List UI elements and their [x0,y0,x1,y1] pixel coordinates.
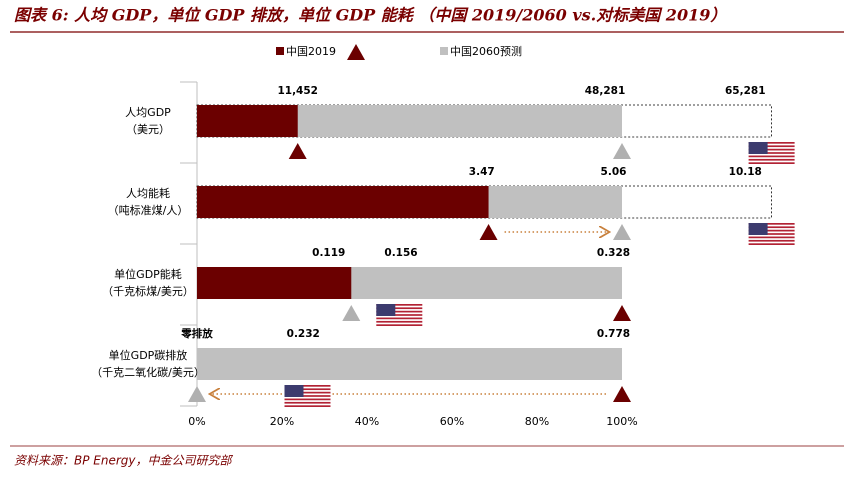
triangle-marker [613,224,631,240]
flag-stripe [748,233,795,235]
triangle-marker [613,143,631,159]
flag-stripe [376,317,423,320]
flag-stripe [376,314,423,316]
bar [197,267,352,299]
value-label: 11,452 [277,85,318,97]
x-tick-label: 80% [525,415,549,428]
flag-stripe [376,324,423,326]
flag-stripe [376,304,423,306]
flag-stripe [748,162,795,164]
flag-stripe [284,391,331,394]
category-label: （千克标煤/美元） [102,284,194,298]
triangle-marker [613,386,631,402]
x-tick-label: 40% [355,415,379,428]
category-label: 单位GDP能耗 [114,267,182,281]
flag-stripe [376,320,423,323]
value-label: 65,281 [725,85,766,97]
value-label: 48,281 [585,85,626,97]
category-label: 单位GDP碳排放 [109,348,188,362]
flag-stripe [284,395,331,397]
flag-stripe [284,401,331,404]
source: 资料来源：BP Energy，中金公司研究部 [14,454,234,468]
flag-stripe [748,239,795,242]
flag-stripe [748,236,795,239]
legend-label: 中国2060预测 [450,45,522,58]
bar [197,348,622,380]
chart-title: 图表 6: 人均 GDP，单位 GDP 排放，单位 GDP 能耗 （中国 201… [14,6,726,25]
flag-stripe [376,310,423,313]
category-label: （千克二氧化碳/美元） [91,365,205,379]
x-tick-label: 20% [270,415,294,428]
x-tick-label: 0% [188,415,205,428]
legend-swatch [440,47,448,55]
value-label: 3.47 [469,166,495,178]
value-label: 10.18 [729,166,762,178]
flag-stripe [748,155,795,158]
triangle-marker [479,224,498,240]
flag-stripe [748,158,795,161]
x-tick-label: 100% [606,415,637,428]
category-label: 人均能耗 [126,186,170,200]
flag-stripe [284,405,331,407]
legend-label: 中国2019 [286,45,336,58]
triangle-marker [342,305,361,321]
legend-marker [347,44,365,60]
flag-stripe [376,307,423,310]
value-label: 0.778 [597,328,630,340]
bar [197,105,298,137]
flag-canton [748,142,768,154]
flag-stripe [748,226,795,229]
flag-stripe [748,229,795,232]
us-flag [748,223,795,245]
category-label: （美元） [126,123,170,136]
us-flag [748,142,795,164]
triangle-marker [613,305,631,321]
us-flag [284,385,331,407]
flag-stripe [748,145,795,148]
flag-canton [376,304,396,316]
legend-swatch [276,47,284,55]
triangle-marker [188,386,206,402]
value-label: 5.06 [601,166,627,178]
flag-stripe [748,142,795,144]
value-label: 0.232 [287,328,320,340]
flag-stripe [284,398,331,401]
triangle-marker [288,143,307,159]
flag-canton [284,385,304,397]
value-label: 0.119 [312,247,345,259]
value-label: 0.328 [597,247,630,259]
flag-stripe [284,385,331,387]
flag-stripe [748,152,795,154]
category-label: （吨标准煤/人） [108,203,189,217]
flag-canton [748,223,768,235]
value-label: 0.156 [384,247,417,259]
flag-stripe [284,388,331,391]
flag-stripe [748,148,795,151]
flag-stripe [748,223,795,225]
us-flag [376,304,423,326]
category-label: 人均GDP [125,106,171,119]
flag-stripe [748,243,795,245]
value-label: 零排放 [180,327,213,340]
x-tick-label: 60% [440,415,464,428]
bar [197,186,489,218]
